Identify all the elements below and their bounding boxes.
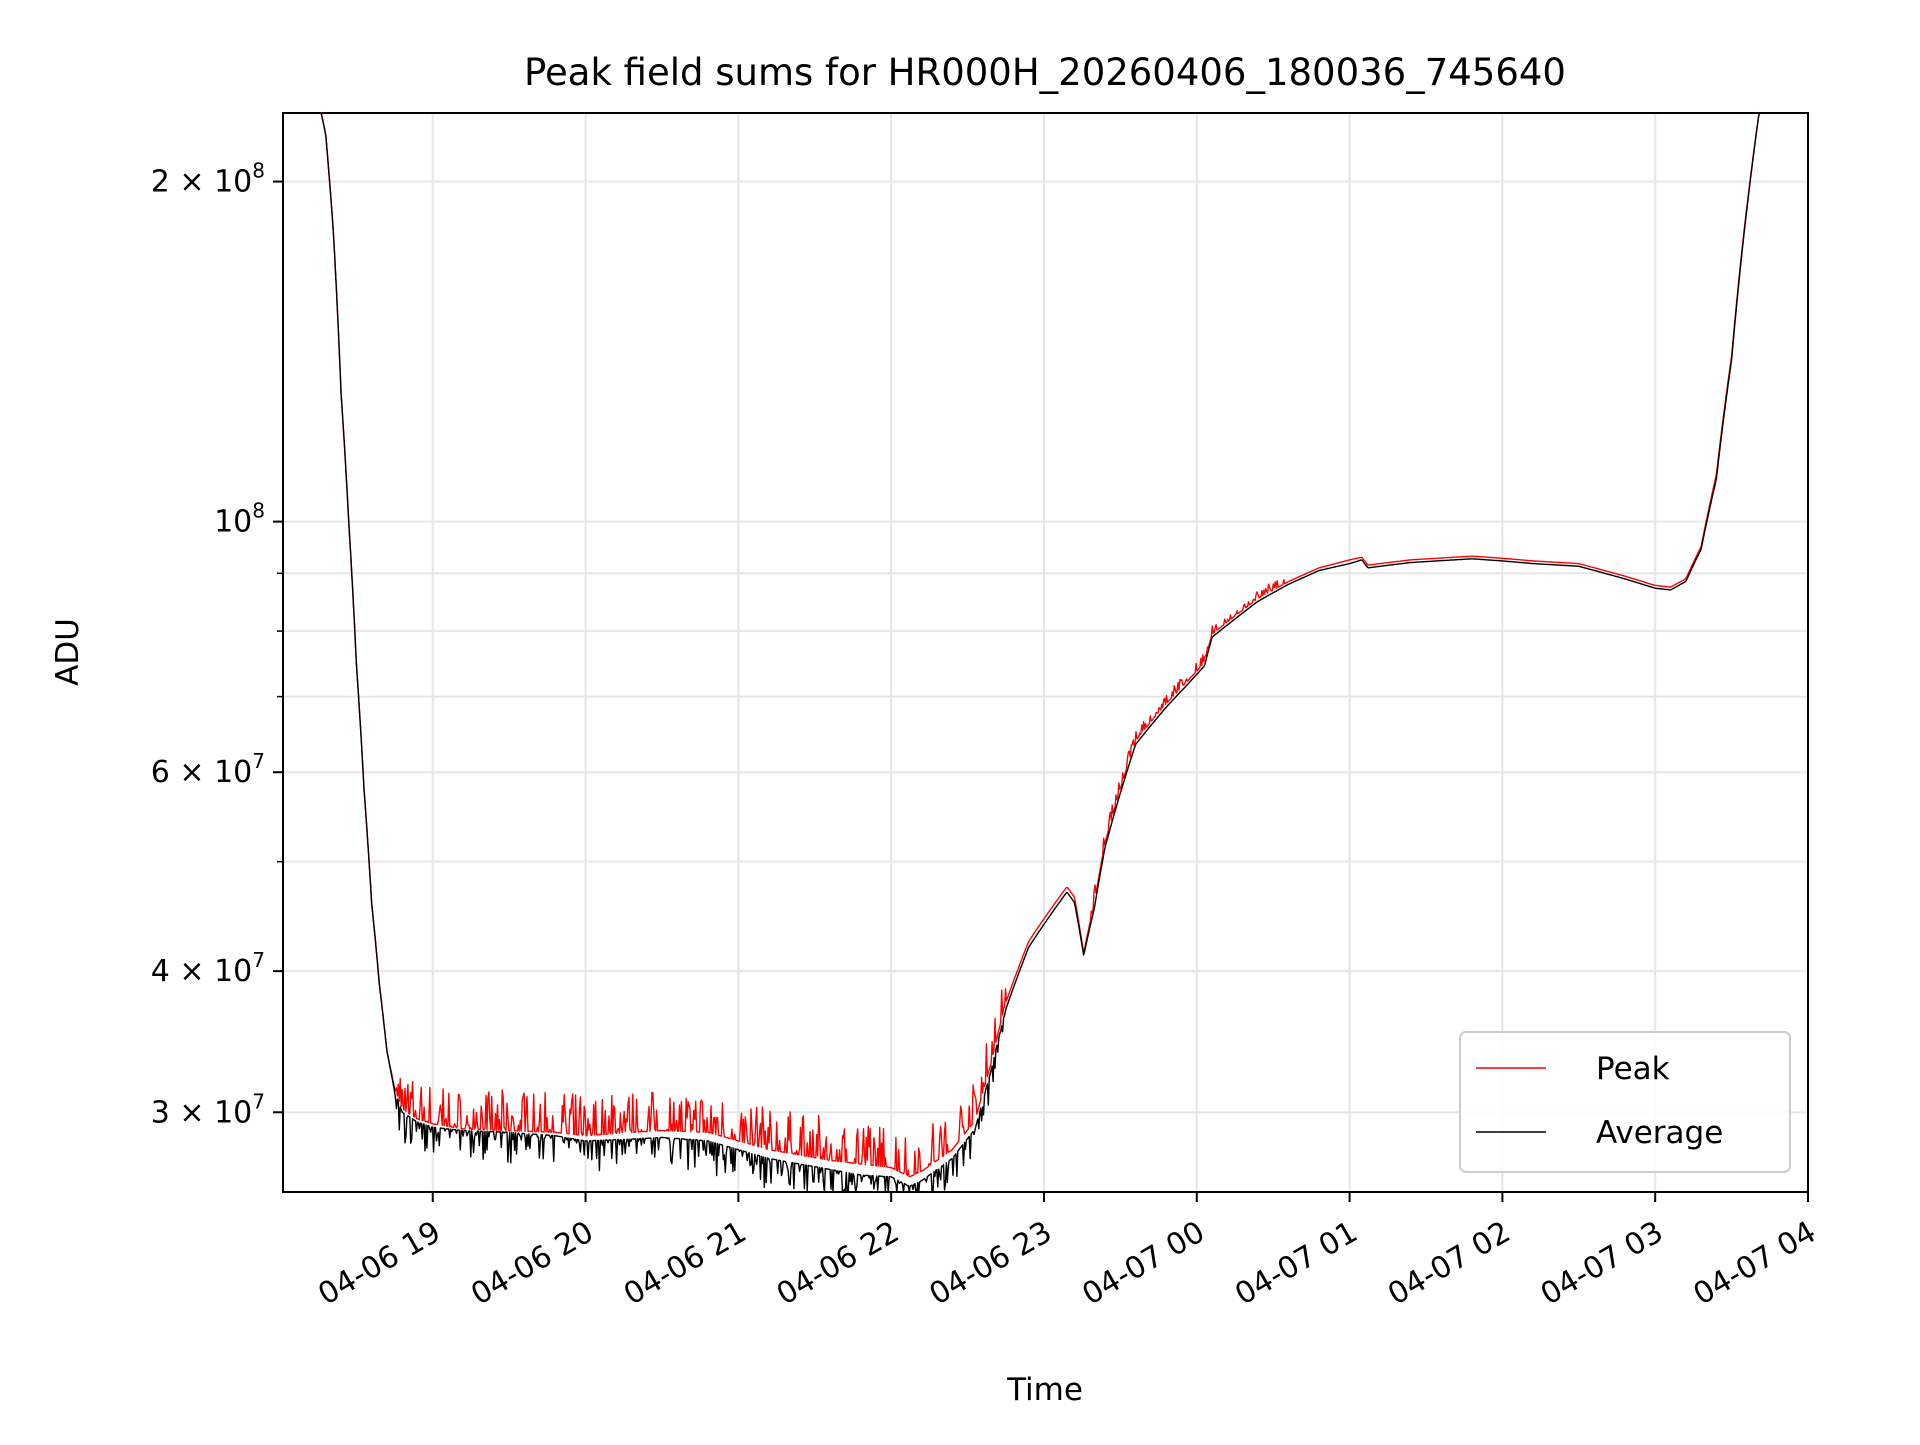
y-tick-label: 2 × 108	[151, 159, 265, 200]
series-line-peak	[283, 112, 1808, 1178]
plot-series	[283, 112, 1808, 1193]
plot-frame	[282, 112, 1809, 1193]
legend-label-peak: Peak	[1596, 1051, 1670, 1087]
legend-label-average: Average	[1596, 1115, 1723, 1151]
y-axis-label: ADU	[50, 618, 86, 686]
grid-lines	[283, 113, 1809, 1192]
y-tick-label: 3 × 107	[151, 1089, 265, 1130]
y-tick-label: 4 × 107	[151, 948, 265, 989]
y-axis-ticks: 3 × 107 4 × 107 6 × 107 108 2 × 108	[151, 159, 283, 1130]
chart-title: Peak field sums for HR000H_20260406_1800…	[524, 51, 1566, 94]
series-line-average	[283, 112, 1808, 1193]
y-tick-label: 6 × 107	[151, 749, 265, 790]
x-axis-label: Time	[1006, 1372, 1083, 1408]
legend: Peak Average	[1459, 1031, 1791, 1173]
y-tick-label: 108	[214, 499, 265, 540]
legend-box	[1459, 1031, 1791, 1173]
